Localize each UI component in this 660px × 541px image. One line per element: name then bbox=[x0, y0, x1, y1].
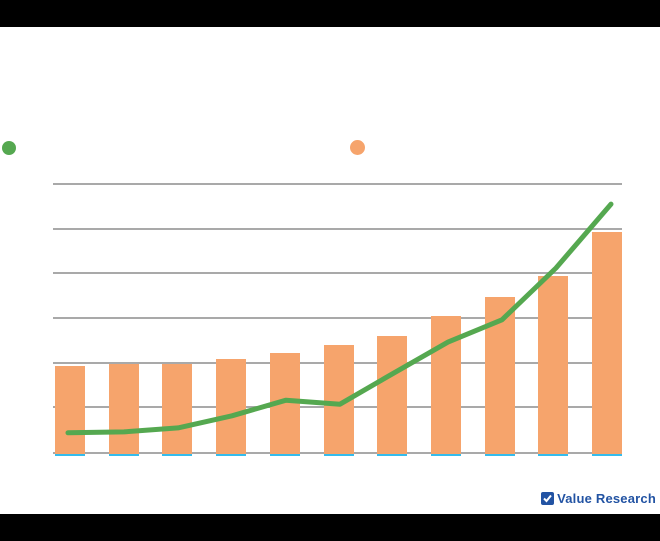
gridline bbox=[53, 272, 622, 274]
watermark-link[interactable]: Value Research bbox=[541, 491, 656, 506]
bar bbox=[216, 359, 246, 454]
bar bbox=[109, 364, 139, 454]
bar-base-tick bbox=[216, 454, 246, 456]
bar bbox=[162, 364, 192, 454]
watermark-text: Value Research bbox=[557, 491, 656, 506]
bar-base-tick bbox=[55, 454, 85, 456]
bar-base-tick bbox=[324, 454, 354, 456]
bar bbox=[538, 276, 568, 454]
bar-base-tick bbox=[162, 454, 192, 456]
top-banner-redacted-title bbox=[0, 0, 660, 27]
bar-base-tick bbox=[109, 454, 139, 456]
bar-base-tick bbox=[592, 454, 622, 456]
gridline bbox=[53, 183, 622, 185]
bar-base-tick bbox=[270, 454, 300, 456]
bar bbox=[377, 336, 407, 454]
bar-base-tick bbox=[538, 454, 568, 456]
bar bbox=[592, 232, 622, 454]
bar-base-tick bbox=[377, 454, 407, 456]
bar-base-tick bbox=[485, 454, 515, 456]
gridline bbox=[53, 317, 622, 319]
line-series-legend-dot-icon bbox=[2, 141, 16, 155]
bar-base-tick bbox=[431, 454, 461, 456]
bar-series-legend-dot-icon bbox=[350, 140, 365, 155]
value-research-logo-icon bbox=[541, 492, 555, 505]
gridline bbox=[53, 228, 622, 230]
bottom-banner-redacted-footer bbox=[0, 514, 660, 541]
bar bbox=[55, 366, 85, 454]
